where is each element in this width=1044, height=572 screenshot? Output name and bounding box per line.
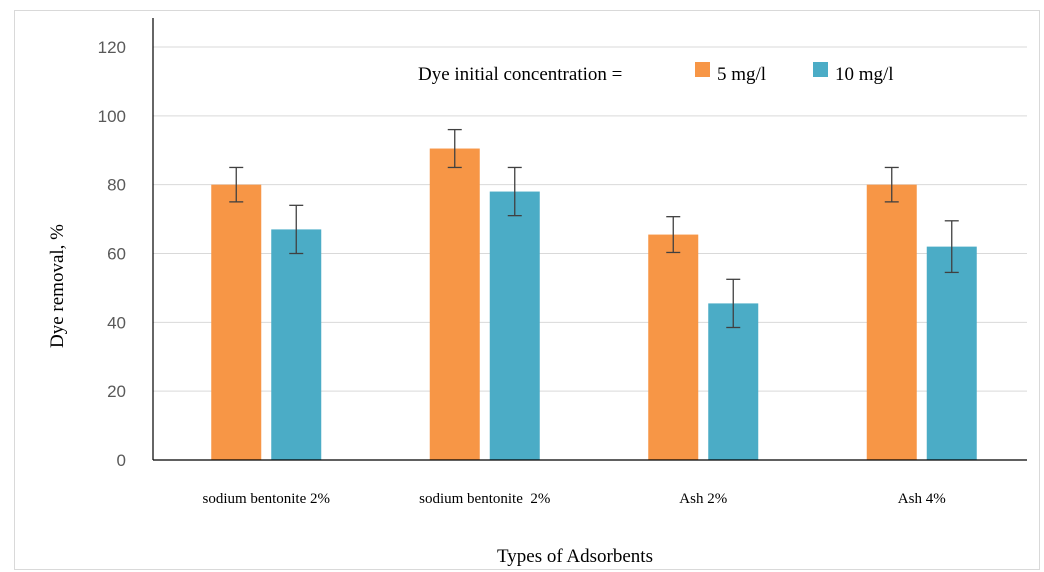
category-label: sodium bentonite 2% bbox=[203, 491, 331, 507]
y-axis-title: Dye removal, % bbox=[47, 224, 68, 348]
bar bbox=[926, 246, 977, 460]
legend-label-5mgl: 5 mg/l bbox=[717, 64, 766, 85]
y-tick-label: 80 bbox=[107, 176, 126, 195]
legend-swatch-10mgl bbox=[813, 62, 828, 77]
legend-label-10mgl: 10 mg/l bbox=[835, 64, 894, 85]
category-label: Ash 2% bbox=[679, 491, 727, 507]
x-axis-title: Types of Adsorbents bbox=[497, 546, 653, 567]
y-tick-labels: 0 20 40 60 80 100 120 bbox=[98, 38, 126, 470]
category-label: Ash 4% bbox=[898, 491, 946, 507]
bars bbox=[211, 148, 977, 461]
bar bbox=[648, 234, 699, 460]
legend-swatch-5mgl bbox=[695, 62, 710, 77]
bar bbox=[271, 229, 322, 460]
category-label: sodium bentonite 2% bbox=[419, 491, 550, 507]
y-tick-label: 120 bbox=[98, 38, 126, 57]
category-labels: sodium bentonite 2% sodium bentonite 2% As… bbox=[203, 491, 946, 507]
y-tick-label: 0 bbox=[117, 451, 126, 470]
bar bbox=[429, 148, 480, 460]
legend-title: Dye initial concentration = bbox=[418, 64, 622, 85]
bar bbox=[708, 303, 759, 460]
y-tick-label: 40 bbox=[107, 313, 126, 332]
legend: Dye initial concentration = 5 mg/l 10 mg… bbox=[418, 62, 894, 85]
error-bars bbox=[229, 128, 959, 329]
y-tick-label: 60 bbox=[107, 245, 126, 264]
y-tick-label: 20 bbox=[107, 382, 126, 401]
bar bbox=[211, 184, 262, 460]
y-tick-label: 100 bbox=[98, 107, 126, 126]
bar bbox=[866, 184, 917, 460]
bar bbox=[489, 191, 540, 461]
